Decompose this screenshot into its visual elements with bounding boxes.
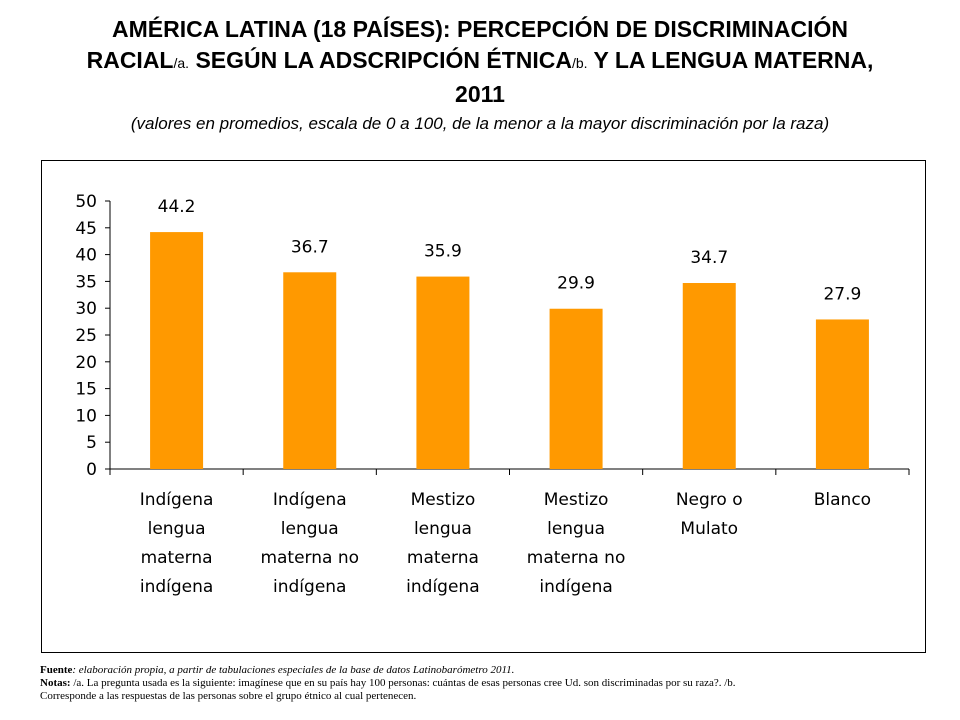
chart-title-line-1: AMÉRICA LATINA (18 PAÍSES): PERCEPCIÓN D… (111, 16, 849, 42)
y-tick-label: 15 (75, 380, 97, 400)
notes-line: Notas: /a. La pregunta usada es la sigui… (40, 677, 940, 690)
x-category-label: lengua (148, 519, 206, 539)
x-category-label: Indígena (140, 490, 214, 510)
bar-value-label: 35.9 (424, 242, 462, 262)
bar (416, 276, 470, 469)
notes-label: Notas: (40, 677, 71, 689)
bar-value-label: 29.9 (557, 274, 595, 294)
footer-notes: Fuente: elaboración propia, a partir de … (40, 664, 940, 703)
bar (682, 283, 736, 469)
x-category-label: Negro o (676, 490, 743, 510)
x-category-label: materna no (527, 548, 626, 568)
x-category-label: Indígena (273, 490, 347, 510)
source-label: Fuente (40, 664, 73, 676)
notes-line-2: Corresponde a las respuestas de las pers… (40, 690, 417, 702)
notes-text: /a. La pregunta usada es la siguiente: i… (70, 677, 736, 689)
y-tick-label: 25 (75, 326, 97, 346)
x-category-label: Blanco (814, 490, 871, 510)
y-tick-label: 45 (75, 219, 97, 239)
bar-value-label: 34.7 (690, 248, 728, 268)
x-category-label: Mulato (680, 519, 738, 539)
x-category-label: materna (407, 548, 479, 568)
y-tick-label: 40 (75, 246, 97, 266)
x-category-label: indígena (406, 577, 479, 597)
y-tick-label: 10 (75, 406, 97, 426)
x-category-label: Mestizo (411, 490, 476, 510)
bar (815, 319, 869, 469)
x-category-label: materna (141, 548, 213, 568)
title-racial: RACIAL (86, 47, 174, 73)
x-category-label: lengua (414, 519, 472, 539)
x-category-label: Mestizo (544, 490, 609, 510)
bar-value-label: 44.2 (158, 197, 196, 217)
bar (549, 308, 603, 469)
y-tick-label: 30 (75, 299, 97, 319)
x-category-label: lengua (281, 519, 339, 539)
chart-frame: 0 5 10 15 20 25 30 35 40 45 50 44.2 Indígena lengua ma… (41, 160, 926, 653)
y-tick-label: 0 (86, 460, 97, 480)
title-lengua: Y LA LENGUA MATERNA, (587, 47, 874, 73)
title-note-a: /a. (173, 55, 190, 71)
source-text: : elaboración propia, a partir de tabula… (72, 664, 515, 676)
y-tick-label: 50 (75, 192, 97, 212)
title-note-b: /b. (572, 55, 588, 71)
chart-title-line-3: 2011 (455, 81, 505, 107)
x-category-label: materna no (260, 548, 359, 568)
x-category-label: indígena (273, 577, 346, 597)
bar-chart: 0 5 10 15 20 25 30 35 40 45 50 44.2 Indígena lengua ma… (75, 192, 910, 597)
x-category-label: lengua (547, 519, 605, 539)
y-tick-label: 35 (75, 272, 97, 292)
chart-title-line-2: RACIAL/a. SEGÚN LA ADSCRIPCIÓN ÉTNICA/b.… (0, 45, 960, 79)
bar-value-label: 27.9 (823, 284, 861, 304)
title-adscripcion: SEGÚN LA ADSCRIPCIÓN ÉTNICA (189, 47, 572, 73)
bar (150, 232, 204, 469)
y-tick-label: 5 (86, 433, 97, 453)
x-category-label: indígena (539, 577, 612, 597)
y-tick-label: 20 (75, 353, 97, 373)
bar (283, 272, 337, 469)
chart-subtitle: (valores en promedios, escala de 0 a 100… (130, 114, 830, 133)
source-line: Fuente: elaboración propia, a partir de … (40, 664, 940, 677)
bar-value-label: 36.7 (291, 237, 329, 257)
x-category-label: indígena (140, 577, 213, 597)
title-block: AMÉRICA LATINA (18 PAÍSES): PERCEPCIÓN D… (0, 14, 960, 136)
